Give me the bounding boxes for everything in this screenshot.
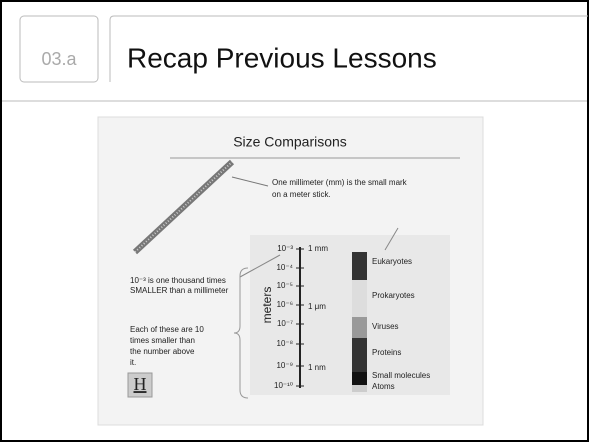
scale-tick-label: 10⁻⁶	[277, 300, 293, 309]
scale-tick-label: 10⁻⁵	[277, 281, 293, 290]
figure-title: Size Comparisons	[233, 134, 347, 150]
scale-tick-label: 10⁻⁴	[276, 263, 293, 272]
axis-label: meters	[260, 287, 274, 324]
slide: 03.a Recap Previous Lessons Size Compari…	[0, 0, 589, 442]
scale-tick-label: 10⁻⁷	[277, 319, 293, 328]
icon: H	[134, 374, 147, 394]
scale-tick-label: 10⁻³	[277, 244, 293, 253]
note-line: Each of these are 10	[130, 325, 204, 334]
note-line: on a meter stick.	[272, 190, 331, 199]
category-label: Prokaryotes	[372, 291, 415, 300]
band	[352, 317, 367, 338]
band	[352, 385, 367, 392]
category-label: Small molecules	[372, 371, 430, 380]
slide-title: Recap Previous Lessons	[127, 42, 437, 73]
note-line: One millimeter (mm) is the small mark	[272, 178, 408, 187]
note-line: the number above	[130, 347, 195, 356]
scale-tick-label: 10⁻⁸	[277, 339, 294, 348]
category-label: Viruses	[372, 322, 399, 331]
unit-label: 1 μm	[308, 302, 326, 311]
band	[352, 338, 367, 372]
band	[352, 280, 367, 317]
unit-label: 1 mm	[308, 244, 328, 253]
scale-tick-label: 10⁻⁹	[276, 361, 293, 370]
scale-tick-label: 10⁻¹⁰	[274, 381, 293, 390]
note-line: 10⁻³ is one thousand times	[130, 276, 226, 285]
category-label: Proteins	[372, 348, 401, 357]
note-line: it.	[130, 358, 136, 367]
category-label: Atoms	[372, 382, 395, 391]
unit-label: 1 nm	[308, 363, 326, 372]
note-line: times smaller than	[130, 336, 195, 345]
band	[352, 252, 367, 280]
note-line: SMALLER than a millimeter	[130, 286, 229, 295]
section-number: 03.a	[41, 49, 77, 69]
category-label: Eukaryotes	[372, 257, 412, 266]
band	[352, 372, 367, 385]
